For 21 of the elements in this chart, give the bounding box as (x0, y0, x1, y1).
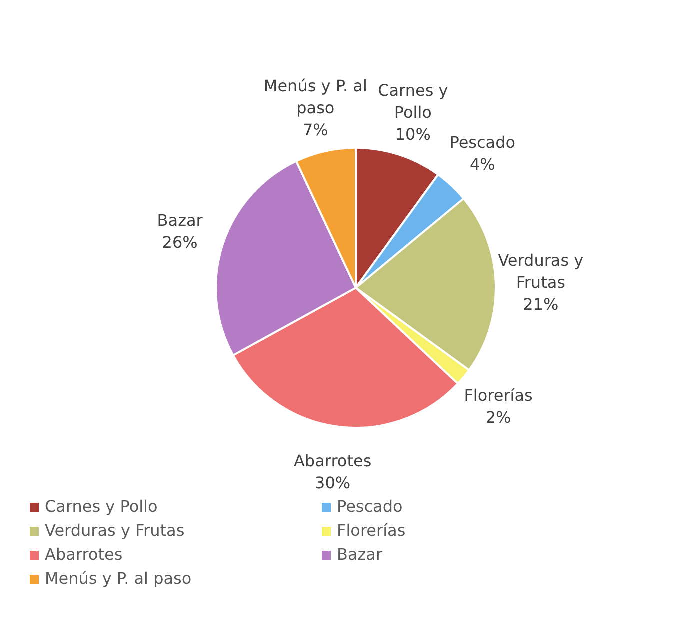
slice-label: Bazar (157, 210, 204, 230)
data-label: 7% (302, 120, 328, 140)
data-label: 30% (315, 474, 351, 493)
legend-label: Verduras y Frutas (45, 521, 185, 540)
slice-label: Abarrotes (294, 452, 372, 471)
legend-label: Carnes y Pollo (45, 497, 158, 516)
data-label: 21% (523, 295, 559, 314)
legend-label: Bazar (337, 545, 383, 564)
slice-label: Verduras y Frutas (498, 251, 584, 292)
slice-label: Pescado (450, 133, 516, 152)
data-label: 10% (395, 125, 431, 144)
data-label: 26% (162, 232, 198, 252)
legend-label: Pescado (337, 497, 403, 516)
slice-label: Carnes y Pollo (378, 81, 448, 122)
legend-label: Abarrotes (45, 545, 123, 564)
legend-label: Florerías (337, 521, 406, 540)
slice-label: Menús y P. al paso (264, 76, 368, 118)
slice-label: Florerías (464, 386, 533, 405)
legend-label: Menús y P. al paso (45, 569, 192, 588)
data-label: 4% (470, 155, 496, 174)
data-label: 2% (486, 408, 512, 427)
